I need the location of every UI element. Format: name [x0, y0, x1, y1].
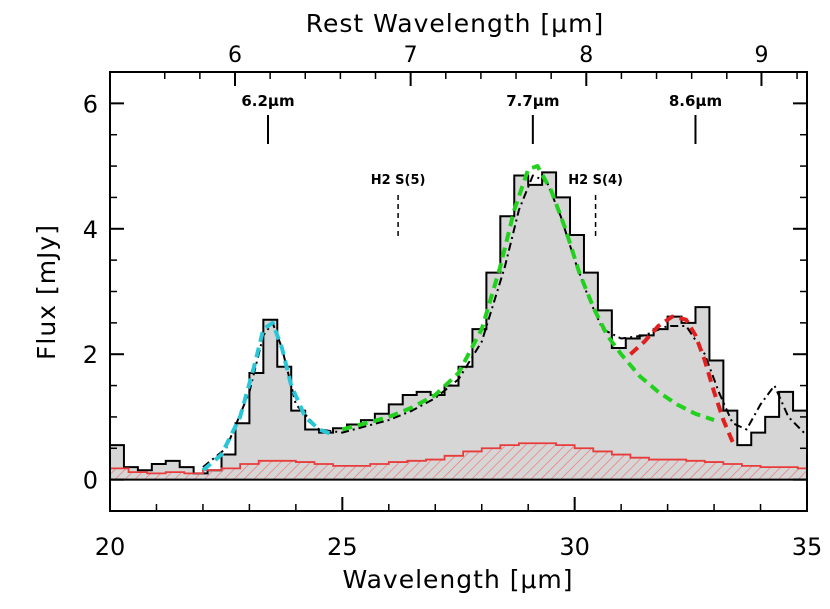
top-tick-label: 6 [228, 43, 242, 68]
x-axis-label: Wavelength [μm] [342, 565, 573, 594]
h2-line-label: H2 S(5) [371, 173, 426, 188]
series-3-curve [201, 320, 334, 472]
top-axis-label: Rest Wavelength [μm] [306, 9, 604, 38]
series-layer [110, 164, 807, 480]
top-tick-label: 7 [404, 43, 418, 68]
x-tick-label: 30 [559, 533, 590, 561]
series-4 [341, 164, 715, 432]
y-tick-label: 4 [83, 216, 98, 244]
series-1-area [110, 443, 807, 480]
feature-label: 8.6μm [669, 92, 722, 110]
ticks-layer: 20 25 30 35 0 2 4 6 6 7 8 9 [83, 43, 823, 561]
series-4-curve [341, 164, 715, 432]
series-0-area [110, 172, 807, 480]
series-2-curve [202, 174, 807, 468]
x-tick-label: 25 [327, 533, 358, 561]
y-tick-label: 0 [83, 467, 98, 495]
h2-line-label: H2 S(4) [568, 173, 623, 188]
series-5 [629, 314, 735, 443]
x-tick-label: 20 [95, 533, 126, 561]
y-tick-label: 2 [83, 341, 98, 369]
annotation-layer: 6.2μm 7.7μm 8.6μm H2 S(5) H2 S(4) [241, 92, 722, 237]
top-tick-label: 9 [754, 43, 768, 68]
y-tick-label: 6 [83, 90, 98, 118]
series-5-curve [629, 314, 735, 443]
series-1 [110, 442, 807, 480]
series-2 [202, 174, 807, 468]
series-1-outline [110, 442, 807, 480]
series-3 [201, 320, 334, 472]
series-0 [110, 171, 807, 480]
y-axis-label: Flux [mJy] [32, 224, 61, 360]
top-tick-label: 8 [579, 43, 593, 68]
feature-label: 6.2μm [241, 92, 294, 110]
x-tick-label: 35 [792, 533, 823, 561]
feature-label: 7.7μm [506, 92, 559, 110]
